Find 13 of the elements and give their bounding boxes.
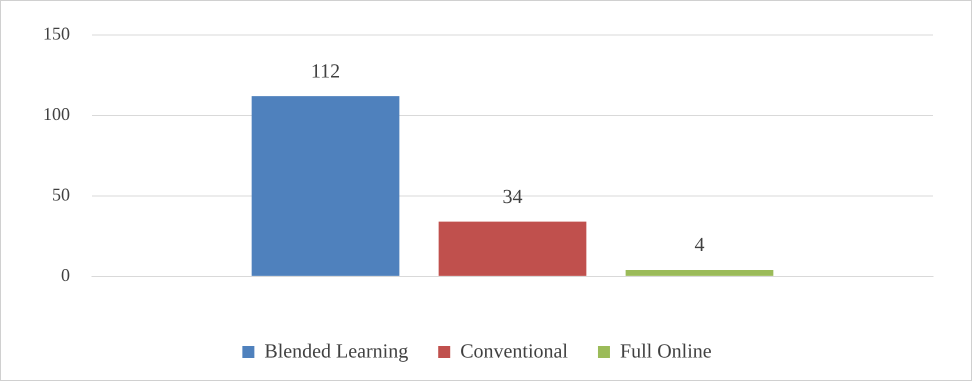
data-label: 112	[310, 60, 340, 82]
legend-label: Conventional	[460, 340, 568, 362]
y-tick-label: 150	[43, 24, 70, 44]
bar	[626, 270, 774, 276]
bar	[252, 96, 400, 276]
y-tick-label: 0	[61, 265, 70, 286]
data-label: 4	[694, 234, 704, 256]
bar	[438, 222, 586, 276]
data-label: 34	[502, 186, 522, 208]
y-tick-label: 50	[52, 184, 70, 205]
legend-label: Blended Learning	[264, 340, 408, 362]
y-tick-label: 100	[43, 104, 70, 124]
legend-label: Full Online	[620, 340, 712, 362]
